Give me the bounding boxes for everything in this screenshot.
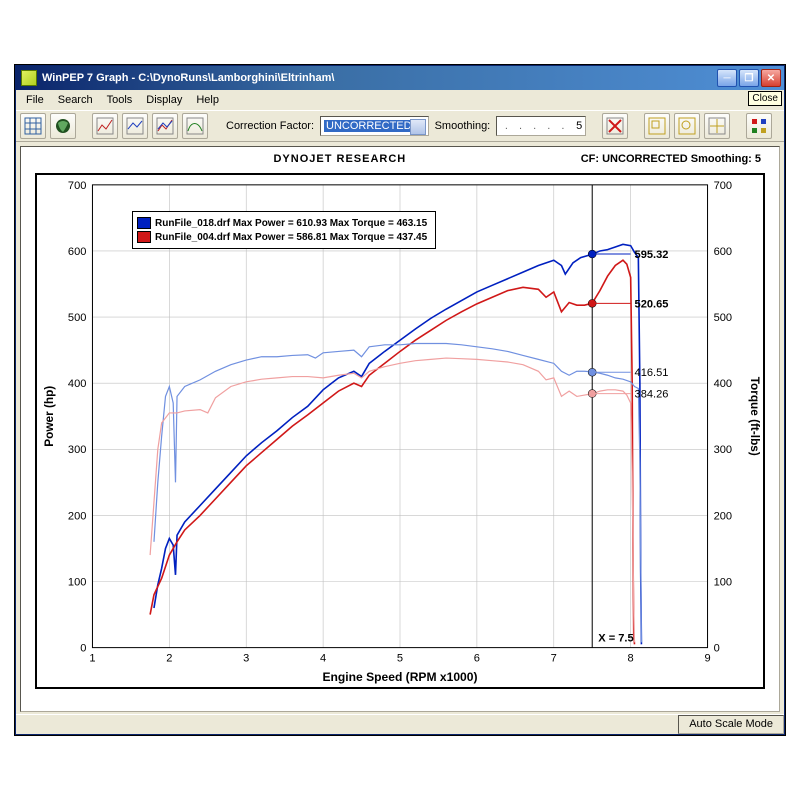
menubar: File Search Tools Display Help [16,90,784,110]
svg-text:595.32: 595.32 [635,249,669,261]
svg-text:400: 400 [714,378,732,390]
menu-display[interactable]: Display [140,92,188,108]
window-title: WinPEP 7 Graph - C:\DynoRuns\Lamborghini… [42,72,717,84]
svg-text:500: 500 [714,312,732,324]
maximize-button[interactable]: ❐ [739,69,759,87]
svg-text:200: 200 [714,510,732,522]
svg-text:6: 6 [474,653,480,665]
app-window: WinPEP 7 Graph - C:\DynoRuns\Lamborghini… [15,65,785,735]
tool-delete-icon[interactable] [602,113,628,139]
tool-chart3-icon[interactable] [152,113,178,139]
svg-text:700: 700 [714,180,732,192]
svg-text:400: 400 [68,378,86,390]
tool-zoom2-icon[interactable] [674,113,700,139]
svg-text:300: 300 [714,444,732,456]
tool-chart1-icon[interactable] [92,113,118,139]
svg-text:700: 700 [68,180,86,192]
svg-text:2: 2 [166,653,172,665]
svg-text:Engine Speed (RPM x1000): Engine Speed (RPM x1000) [322,670,477,684]
svg-text:300: 300 [68,444,86,456]
svg-text:200: 200 [68,510,86,522]
tool-chart4-icon[interactable] [182,113,208,139]
chart-title: DYNOJET RESEARCH [99,153,581,165]
page-background: WinPEP 7 Graph - C:\DynoRuns\Lamborghini… [0,0,800,800]
svg-text:7: 7 [551,653,557,665]
titlebar[interactable]: WinPEP 7 Graph - C:\DynoRuns\Lamborghini… [16,66,784,90]
svg-text:500: 500 [68,312,86,324]
tool-globe-icon[interactable] [50,113,76,139]
close-tooltip: Close [748,91,782,106]
dyno-chart[interactable]: 1234567890010010020020030030040040050050… [37,175,763,687]
svg-text:520.65: 520.65 [635,298,669,310]
svg-text:5: 5 [397,653,403,665]
svg-text:0: 0 [714,643,720,655]
tool-chart2-icon[interactable] [122,113,148,139]
svg-text:4: 4 [320,653,326,665]
svg-text:X = 7.5: X = 7.5 [598,633,633,645]
smoothing-label: Smoothing: [433,120,493,132]
tool-zoom3-icon[interactable] [704,113,730,139]
svg-text:100: 100 [714,577,732,589]
svg-text:416.51: 416.51 [635,367,669,379]
close-button[interactable]: ✕ [761,69,781,87]
menu-file[interactable]: File [20,92,50,108]
app-icon [21,70,37,86]
svg-text:600: 600 [68,246,86,258]
plot-wrap: 1234567890010010020020030030040040050050… [35,173,765,689]
legend: RunFile_018.drf Max Power = 610.93 Max T… [132,211,436,249]
menu-search[interactable]: Search [52,92,99,108]
statusbar: Auto Scale Mode [16,714,784,734]
legend-row: RunFile_004.drf Max Power = 586.81 Max T… [137,230,427,244]
svg-text:100: 100 [68,577,86,589]
minimize-button[interactable]: ─ [717,69,737,87]
svg-text:Power (hp): Power (hp) [42,386,56,447]
svg-text:Torque (ft-lbs): Torque (ft-lbs) [748,377,762,456]
svg-text:9: 9 [704,653,710,665]
menu-help[interactable]: Help [190,92,225,108]
chart-header-right: CF: UNCORRECTED Smoothing: 5 [581,153,761,165]
toolbar: Correction Factor: UNCORRECTED Smoothing… [16,110,784,142]
chart-header: DYNOJET RESEARCH CF: UNCORRECTED Smoothi… [21,147,779,167]
tool-grid-icon[interactable] [20,113,46,139]
tool-palette-icon[interactable] [746,113,772,139]
svg-text:600: 600 [714,246,732,258]
legend-row: RunFile_018.drf Max Power = 610.93 Max T… [137,216,427,230]
tool-zoom1-icon[interactable] [644,113,670,139]
svg-text:8: 8 [628,653,634,665]
chart-area: DYNOJET RESEARCH CF: UNCORRECTED Smoothi… [20,146,780,712]
menu-tools[interactable]: Tools [101,92,139,108]
smoothing-slider[interactable]: . . . . .5 [496,116,586,136]
svg-text:0: 0 [80,643,86,655]
svg-text:384.26: 384.26 [635,389,669,401]
status-mode: Auto Scale Mode [678,715,784,734]
svg-text:3: 3 [243,653,249,665]
correction-factor-dropdown[interactable]: UNCORRECTED [320,116,429,136]
correction-factor-label: Correction Factor: [224,120,316,132]
svg-text:1: 1 [89,653,95,665]
